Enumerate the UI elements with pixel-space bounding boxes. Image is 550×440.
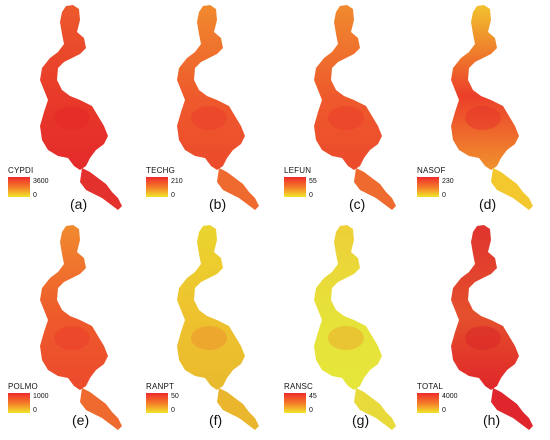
hotspot-area: [465, 326, 501, 350]
mainland-region: [177, 5, 245, 170]
island-region: [217, 168, 259, 210]
island-region: [217, 388, 259, 430]
hotspot-area: [328, 326, 364, 350]
island-region: [80, 168, 122, 210]
legend-gradient-a: [8, 177, 30, 197]
island-region: [354, 168, 396, 210]
legend-min-h: 0: [442, 407, 446, 414]
map-panel-d: NASOF 230 0 (d): [411, 0, 548, 220]
legend-max-f: 50: [171, 393, 179, 400]
panel-label-g: (g): [352, 412, 370, 428]
legend-gradient-d: [417, 177, 439, 197]
map-panel-h: TOTAL 4000 0 (h): [411, 220, 548, 440]
mainland-region: [40, 5, 108, 170]
hotspot-area: [328, 106, 364, 130]
legend-max-b: 210: [171, 178, 183, 185]
panel-label-a: (a): [70, 196, 88, 212]
hotspot-area: [191, 106, 227, 130]
map-panel-b: TECHG 210 0 (b): [137, 0, 274, 220]
legend-title-d: NASOF: [417, 166, 446, 175]
legend-title-a: CYPDI: [8, 166, 34, 175]
region-map-h: [451, 225, 533, 430]
legend-title-h: TOTAL: [417, 382, 444, 391]
map-panel-e: POLMO 1000 0 (e): [0, 220, 137, 440]
mainland-region: [451, 5, 519, 170]
region-map-b: [177, 5, 259, 210]
legend-min-a: 0: [33, 192, 37, 199]
legend-max-h: 4000: [442, 393, 458, 400]
mainland-region: [314, 225, 382, 390]
legend-max-g: 45: [309, 393, 317, 400]
legend-title-g: RANSC: [284, 382, 314, 391]
mainland-region: [40, 225, 108, 390]
legend-gradient-g: [284, 393, 306, 413]
legend-title-b: TECHG: [146, 166, 175, 175]
island-region: [491, 168, 533, 210]
legend-gradient-f: [146, 393, 168, 413]
panel-label-e: (e): [72, 412, 90, 428]
region-map-c: [314, 5, 396, 210]
legend-min-c: 0: [309, 192, 313, 199]
region-map-e: [40, 225, 122, 430]
hotspot-area: [465, 106, 501, 130]
map-panel-g: RANSC 45 0 (g): [274, 220, 411, 440]
region-map-d: [451, 5, 533, 210]
legend-min-g: 0: [309, 407, 313, 414]
panel-label-b: (b): [209, 196, 227, 212]
mainland-region: [177, 225, 245, 390]
legend-gradient-b: [146, 177, 168, 197]
panel-label-c: (c): [349, 196, 366, 212]
island-region: [80, 388, 122, 430]
legend-gradient-c: [284, 177, 306, 197]
legend-min-e: 0: [33, 407, 37, 414]
hotspot-area: [54, 326, 90, 350]
region-map-a: [40, 5, 122, 210]
legend-title-c: LEFUN: [284, 166, 312, 175]
legend-max-a: 3600: [33, 178, 49, 185]
region-map-g: [314, 225, 396, 430]
mainland-region: [451, 225, 519, 390]
legend-max-c: 55: [309, 178, 317, 185]
legend-max-d: 230: [442, 178, 454, 185]
legend-title-f: RANPT: [146, 382, 175, 391]
legend-max-e: 1000: [33, 393, 49, 400]
hotspot-area: [54, 106, 90, 130]
mainland-region: [314, 5, 382, 170]
map-panel-a: CYPDI 3600 0 (a): [0, 0, 137, 220]
legend-min-f: 0: [171, 407, 175, 414]
legend-gradient-h: [417, 393, 439, 413]
panel-label-h: (h): [483, 412, 501, 428]
legend-gradient-e: [8, 393, 30, 413]
map-panel-c: LEFUN 55 0 (c): [274, 0, 411, 220]
panel-label-f: (f): [209, 412, 223, 428]
island-region: [491, 388, 533, 430]
panel-label-d: (d): [479, 196, 497, 212]
map-panel-f: RANPT 50 0 (f): [137, 220, 274, 440]
hotspot-area: [191, 326, 227, 350]
region-map-f: [177, 225, 259, 430]
legend-min-b: 0: [171, 192, 175, 199]
legend-title-e: POLMO: [8, 382, 38, 391]
island-region: [354, 388, 396, 430]
legend-min-d: 0: [442, 192, 446, 199]
